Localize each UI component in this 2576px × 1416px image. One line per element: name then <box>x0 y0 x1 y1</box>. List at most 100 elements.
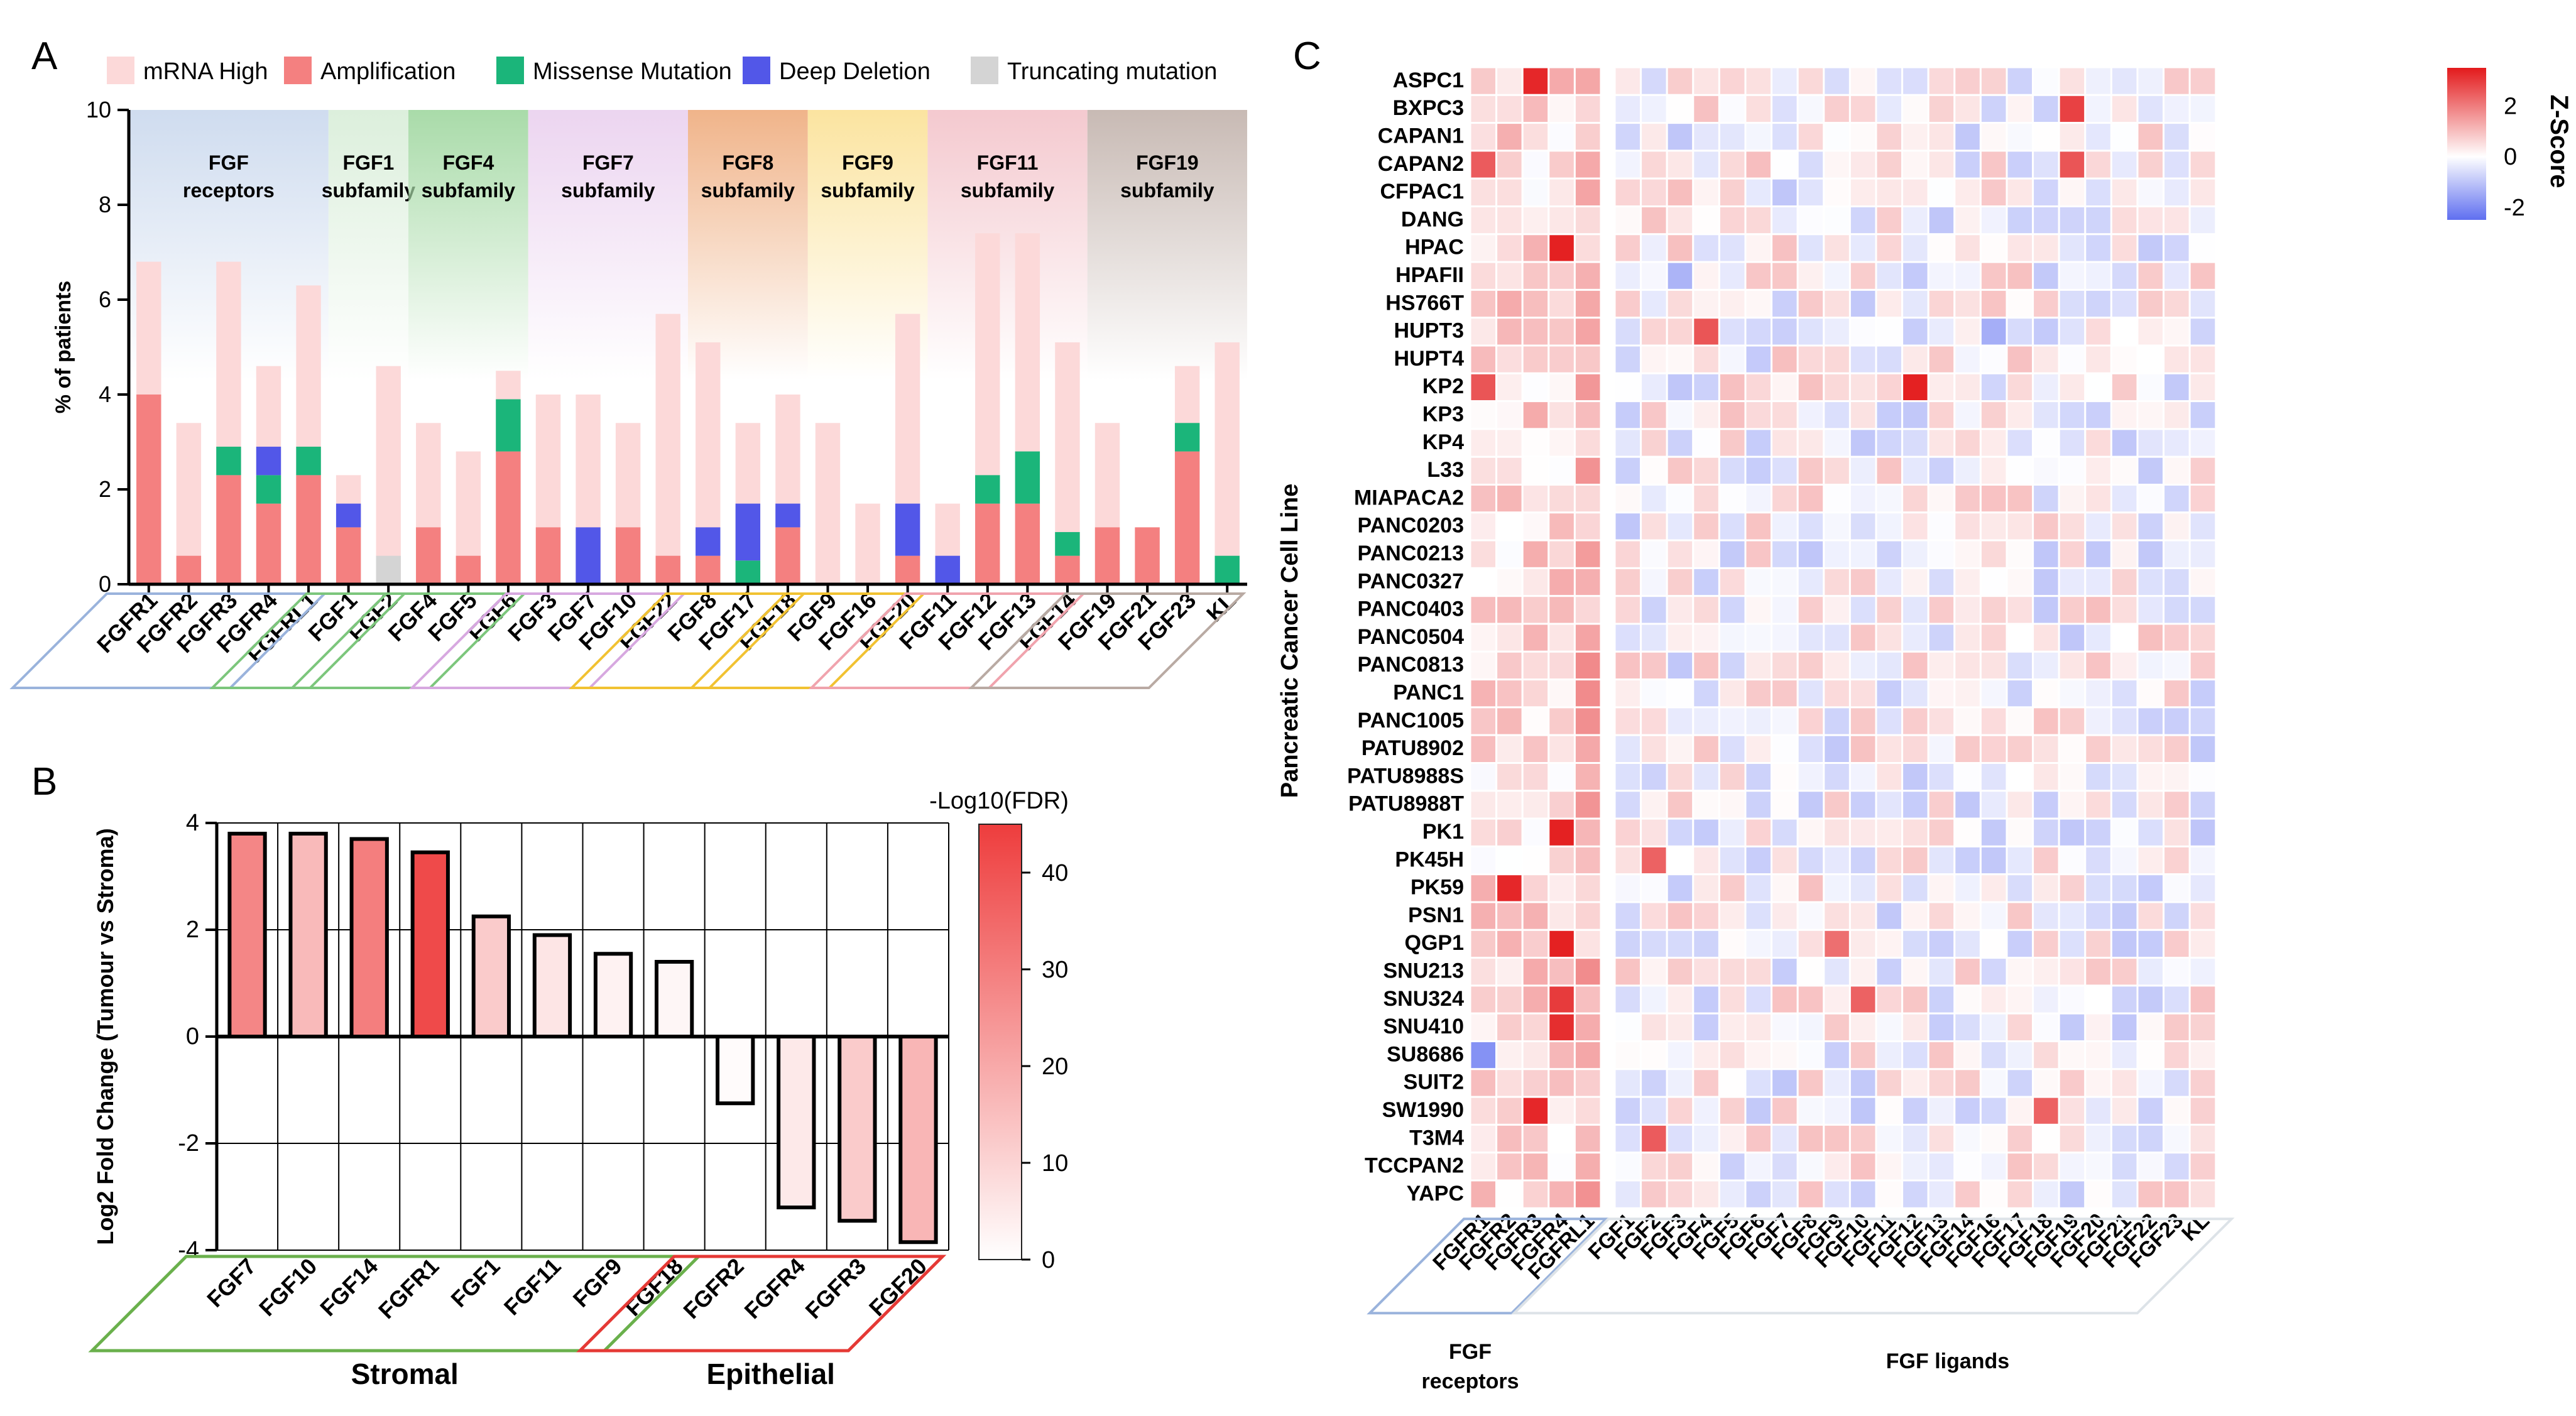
family-label: FGF4 <box>442 151 494 174</box>
y-axis-title: Log2 Fold Change (Tumour vs Stroma) <box>92 828 118 1244</box>
heatmap-cell <box>1666 344 1695 374</box>
heatmap-cell <box>1771 762 1799 792</box>
heatmap-cell <box>2110 455 2139 486</box>
heatmap-cell <box>1744 122 1773 152</box>
heatmap-cell <box>1901 288 1929 319</box>
heatmap-cell <box>1718 790 1747 820</box>
heatmap-cell <box>1573 205 1602 236</box>
heatmap-cell <box>2084 539 2112 569</box>
heatmap-cell <box>2006 845 2034 876</box>
heatmap-cell <box>1771 177 1799 208</box>
heatmap-cell <box>1848 94 1877 124</box>
heatmap-cell <box>1744 790 1773 820</box>
heatmap-cell <box>1744 539 1773 569</box>
heatmap-cell <box>1848 1040 1877 1070</box>
y-tick-label: 10 <box>86 97 111 123</box>
heatmap-cell <box>2110 957 2139 987</box>
heatmap-cell <box>1469 94 1498 124</box>
heatmap-cell <box>1901 1096 1929 1126</box>
heatmap-cell <box>2136 873 2165 903</box>
heatmap-cell <box>1640 790 1668 820</box>
heatmap-cell <box>1573 511 1602 542</box>
heatmap-cell <box>1979 539 2008 569</box>
bar-deep-deletion <box>935 555 960 584</box>
heatmap-cell <box>2084 317 2112 347</box>
heatmap-cell <box>1495 706 1524 736</box>
heatmap-cell <box>1927 400 1956 430</box>
heatmap-cell <box>1901 372 1929 403</box>
heatmap-cell <box>1875 150 1904 180</box>
heatmap-cell <box>1771 233 1799 263</box>
heatmap-cell <box>1796 428 1825 458</box>
heatmap-cell <box>2188 678 2217 709</box>
heatmap-cell <box>1495 790 1524 820</box>
heatmap-cell <box>1573 984 1602 1015</box>
heatmap-cell <box>1640 233 1668 263</box>
heatmap-cell <box>1927 901 1956 931</box>
heatmap-cell <box>2084 122 2112 152</box>
heatmap-cell <box>2188 428 2217 458</box>
heatmap-cell <box>1796 678 1825 709</box>
heatmap-cell <box>1573 233 1602 263</box>
heatmap-cell <box>2084 372 2112 403</box>
heatmap-cell <box>2084 177 2112 208</box>
heatmap-cell <box>1823 484 1851 514</box>
heatmap-cell <box>1640 817 1668 847</box>
row-label: PANC0213 <box>1358 542 1464 565</box>
heatmap-cell <box>1771 511 1799 542</box>
heatmap-cell <box>1573 734 1602 764</box>
heatmap-cell <box>2032 484 2060 514</box>
heatmap-cell <box>1692 734 1720 764</box>
heatmap-cell <box>1823 706 1851 736</box>
heatmap-cell <box>2136 678 2165 709</box>
heatmap-cell <box>2163 1096 2191 1126</box>
heatmap-cell <box>1744 595 1773 625</box>
heatmap-cell <box>2058 400 2087 430</box>
heatmap-cell <box>1692 845 1720 876</box>
bar-missense-mutation <box>735 560 761 584</box>
heatmap-cell <box>1953 205 1982 236</box>
heatmap-cell <box>2188 317 2217 347</box>
heatmap-cell <box>1875 650 1904 681</box>
heatmap-cell <box>1927 455 1956 486</box>
heatmap-cell <box>1521 317 1550 347</box>
heatmap-cell <box>1547 901 1576 931</box>
heatmap-cell <box>1521 762 1550 792</box>
heatmap-cell <box>2110 261 2139 291</box>
heatmap-cell <box>2084 400 2112 430</box>
heatmap-cell <box>1573 873 1602 903</box>
y-tick-label: 2 <box>186 917 199 943</box>
heatmap-cell <box>1692 484 1720 514</box>
heatmap-cell <box>2110 790 2139 820</box>
heatmap-cell <box>1927 1012 1956 1042</box>
heatmap-cell <box>1666 1123 1695 1154</box>
heatmap-cell <box>1718 706 1747 736</box>
heatmap-cell <box>1744 1068 1773 1098</box>
bar-amplification <box>655 555 680 584</box>
heatmap-cell <box>2188 1040 2217 1070</box>
heatmap-cell <box>1744 1152 1773 1182</box>
row-label: PSN1 <box>1408 903 1464 927</box>
y-tick-label: 2 <box>99 476 111 502</box>
heatmap-cell <box>1796 511 1825 542</box>
heatmap-cell <box>2188 288 2217 319</box>
heatmap-cell <box>1771 1068 1799 1098</box>
heatmap-cell <box>1547 1012 1576 1042</box>
heatmap-cell <box>2136 428 2165 458</box>
heatmap-cell <box>1875 595 1904 625</box>
heatmap-cell <box>1771 1040 1799 1070</box>
heatmap-cell <box>1469 372 1498 403</box>
heatmap-cell <box>1901 400 1929 430</box>
heatmap-cell <box>1469 1152 1498 1182</box>
heatmap-cell <box>2136 400 2165 430</box>
heatmap-cell <box>1692 623 1720 653</box>
bar-deep-deletion <box>775 503 800 528</box>
heatmap-cell <box>1521 984 1550 1015</box>
heatmap-cell <box>1613 623 1642 653</box>
heatmap-cell <box>1823 817 1851 847</box>
bar-mrna-high <box>855 503 880 584</box>
heatmap-cell <box>1613 288 1642 319</box>
heatmap-cell <box>1796 455 1825 486</box>
heatmap-cell <box>1901 1068 1929 1098</box>
heatmap-cell <box>2084 455 2112 486</box>
